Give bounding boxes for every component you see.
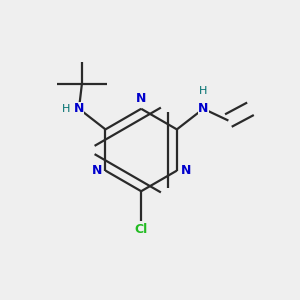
Text: N: N	[198, 102, 208, 115]
Text: N: N	[180, 164, 191, 177]
Text: Cl: Cl	[134, 223, 148, 236]
Text: H: H	[199, 85, 208, 95]
Text: N: N	[92, 164, 102, 177]
Text: N: N	[136, 92, 146, 105]
Text: H: H	[62, 104, 70, 114]
Text: N: N	[74, 102, 84, 115]
